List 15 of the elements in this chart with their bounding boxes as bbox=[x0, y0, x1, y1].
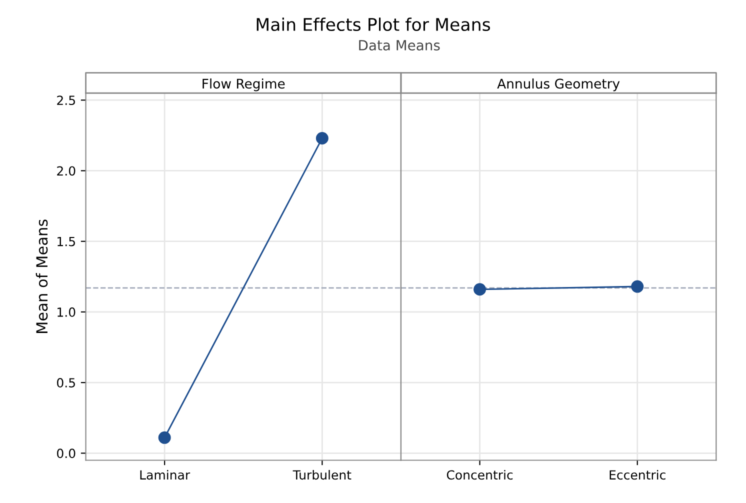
y-tick-label: 2.5 bbox=[57, 96, 75, 106]
text: Flow Regime bbox=[202, 78, 285, 92]
chart-subtitle: Data Means bbox=[359, 40, 440, 50]
chart-title: Main Effects Plot for Means bbox=[256, 18, 490, 32]
x-tick-label: Laminar bbox=[140, 470, 190, 480]
y-tick-label: 1.0 bbox=[58, 307, 76, 317]
y-tick-label: 1.5 bbox=[58, 236, 75, 246]
y-tick-label: 0.5 bbox=[57, 378, 75, 388]
y-tick-label: 0.0 bbox=[57, 448, 76, 458]
y-tick-label: 2.0 bbox=[57, 166, 76, 176]
x-tick-label: Concentric bbox=[446, 470, 513, 480]
x-tick-label: Eccentric bbox=[610, 470, 666, 480]
x-tick-label: Turbulent bbox=[292, 470, 352, 480]
text: Annulus Geometry bbox=[497, 78, 620, 92]
y-axis-title: Mean of Means bbox=[36, 220, 48, 333]
